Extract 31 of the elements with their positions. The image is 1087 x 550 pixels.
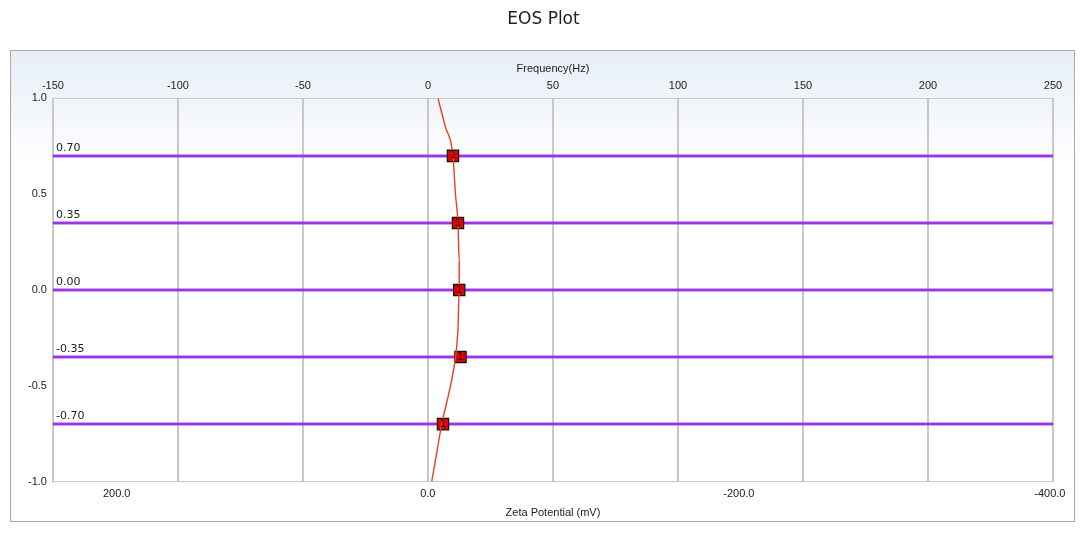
annotation: 1 xyxy=(457,350,464,362)
x-tick-label: -50 xyxy=(295,78,311,91)
annotation: 1 xyxy=(454,216,462,228)
y-tick-label: 1.0 xyxy=(31,91,47,104)
ref-line-label: 0.35 xyxy=(55,208,81,222)
x-tick-label: 0 xyxy=(424,78,432,91)
annotation: 1 xyxy=(449,149,457,161)
x-axis-title: Frequency(Hz) xyxy=(516,61,590,74)
y-tick-label: 0.5 xyxy=(31,187,47,200)
x-tick-label: 50 xyxy=(546,78,560,91)
y-tick-label: -0.5 xyxy=(27,378,47,391)
x-tick-label: -100 xyxy=(166,78,189,91)
x-tick-label: -150 xyxy=(41,78,64,91)
x-tick-label: 150 xyxy=(793,78,813,91)
x-tick-label: 200 xyxy=(918,78,938,91)
ref-line-label: 0.70 xyxy=(55,141,81,155)
ref-line-label: -0.35 xyxy=(55,342,85,356)
x2-axis-title: Zeta Potential (mV) xyxy=(505,506,601,519)
x2-tick-label: -400.0 xyxy=(1034,487,1066,500)
annotation: 1 xyxy=(456,283,463,295)
ref-line-label: 0.00 xyxy=(55,275,81,289)
x2-tick-label: -200.0 xyxy=(723,487,755,500)
y-tick-label: -1.0 xyxy=(27,474,47,487)
ref-line-label: -0.70 xyxy=(55,409,85,423)
x2-tick-label: 200.0 xyxy=(102,487,131,500)
annotation: 1 xyxy=(439,417,447,429)
y-tick-label: 0.0 xyxy=(31,283,47,296)
x2-tick-label: 0.0 xyxy=(420,487,436,500)
x-tick-label: 250 xyxy=(1043,78,1063,91)
chart-title: EOS Plot xyxy=(506,8,581,28)
x-tick-label: 100 xyxy=(668,78,688,91)
